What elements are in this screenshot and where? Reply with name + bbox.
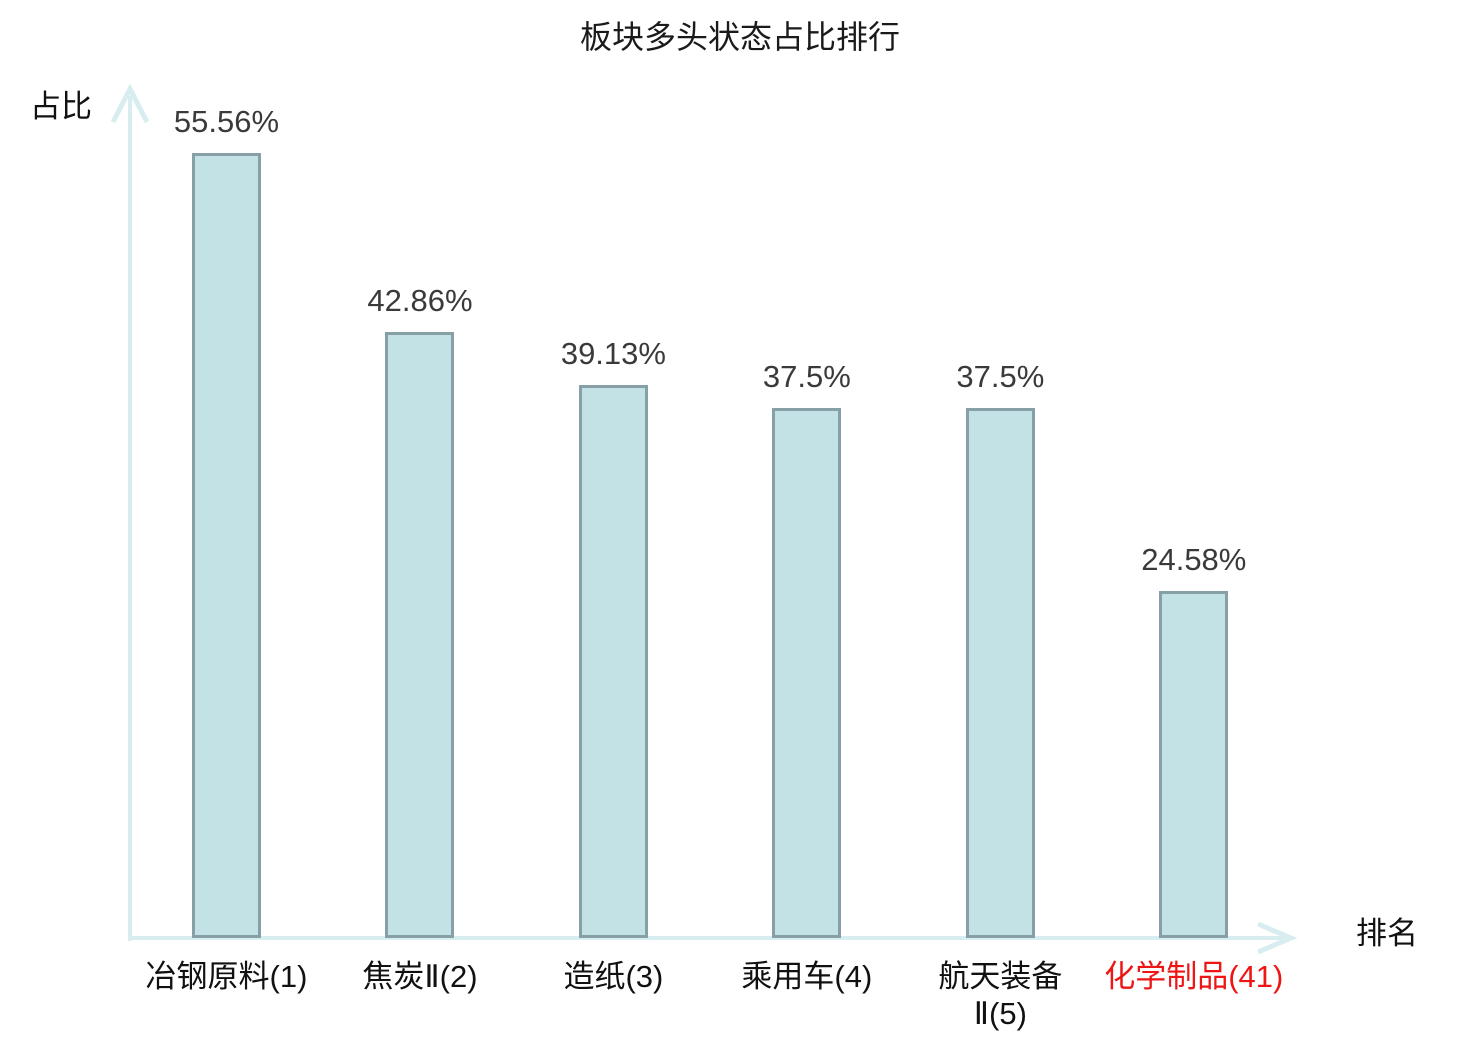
x-axis-arrowhead-icon <box>1257 921 1298 955</box>
x-axis-label: 排名 <box>1356 916 1418 951</box>
category-label: 航天装备 Ⅱ(5) <box>938 959 1063 1031</box>
bar <box>385 332 455 938</box>
bar-value-label: 37.5% <box>762 359 851 394</box>
category-label: 冶钢原料(1) <box>145 959 308 994</box>
category-label: 焦炭Ⅱ(2) <box>362 959 478 994</box>
bar <box>192 153 261 938</box>
chart-title: 板块多头状态占比排行 <box>579 19 900 55</box>
category-label: 乘用车(4) <box>741 959 873 994</box>
bar-value-label: 24.58% <box>1141 542 1247 577</box>
bar-value-label: 37.5% <box>956 359 1045 394</box>
y-axis-label: 占比 <box>30 89 92 124</box>
category-label: 造纸(3) <box>563 959 664 994</box>
bar-value-label: 55.56% <box>173 104 280 139</box>
bar-value-label: 42.86% <box>367 283 473 318</box>
bar <box>1159 591 1229 938</box>
bar <box>772 408 842 938</box>
bar <box>965 408 1035 938</box>
bar <box>578 385 648 938</box>
category-label: 化学制品(41) <box>1104 959 1284 994</box>
bar-value-label: 39.13% <box>560 336 666 371</box>
